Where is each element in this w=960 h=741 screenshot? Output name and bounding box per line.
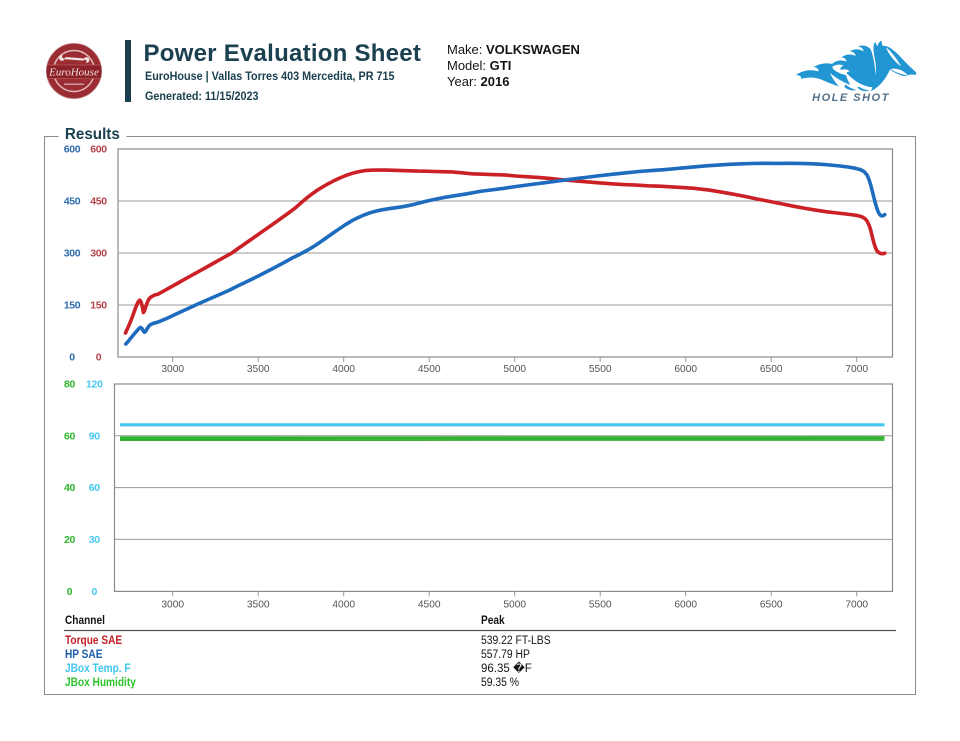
svg-text:90: 90 — [89, 430, 101, 442]
svg-text:5000: 5000 — [503, 600, 526, 611]
svg-text:600: 600 — [90, 144, 107, 156]
svg-text:4000: 4000 — [332, 600, 355, 611]
svg-text:450: 450 — [90, 196, 107, 208]
svg-text:3000: 3000 — [161, 600, 184, 611]
svg-text:3000: 3000 — [161, 364, 184, 375]
svg-text:6000: 6000 — [674, 600, 697, 611]
svg-text:4500: 4500 — [418, 600, 441, 611]
svg-text:6500: 6500 — [760, 600, 783, 611]
svg-text:EuroHouse: EuroHouse — [48, 67, 99, 79]
svg-text:300: 300 — [90, 248, 107, 260]
svg-text:4500: 4500 — [418, 364, 441, 375]
svg-text:0: 0 — [67, 586, 73, 598]
svg-text:120: 120 — [86, 379, 103, 391]
svg-text:60: 60 — [89, 482, 101, 494]
svg-text:30: 30 — [89, 534, 101, 546]
svg-text:6500: 6500 — [760, 364, 783, 375]
svg-text:60: 60 — [64, 430, 76, 442]
svg-text:3500: 3500 — [247, 364, 270, 375]
svg-text:150: 150 — [90, 300, 107, 312]
svg-text:HOLE SHOT: HOLE SHOT — [812, 92, 890, 104]
svg-text:7000: 7000 — [845, 364, 868, 375]
svg-text:7000: 7000 — [845, 600, 868, 611]
svg-text:0: 0 — [69, 352, 75, 364]
svg-text:3500: 3500 — [247, 600, 270, 611]
svg-text:150: 150 — [64, 300, 81, 312]
svg-text:6000: 6000 — [674, 364, 697, 375]
svg-text:5500: 5500 — [589, 600, 612, 611]
svg-text:40: 40 — [64, 482, 76, 494]
svg-text:600: 600 — [64, 144, 81, 156]
svg-text:80: 80 — [64, 379, 76, 391]
svg-text:0: 0 — [96, 352, 102, 364]
svg-text:300: 300 — [64, 248, 81, 260]
svg-text:4000: 4000 — [332, 364, 355, 375]
svg-text:5500: 5500 — [589, 364, 612, 375]
svg-text:0: 0 — [92, 586, 98, 598]
svg-text:450: 450 — [64, 196, 81, 208]
svg-text:20: 20 — [64, 534, 76, 546]
svg-text:5000: 5000 — [503, 364, 526, 375]
